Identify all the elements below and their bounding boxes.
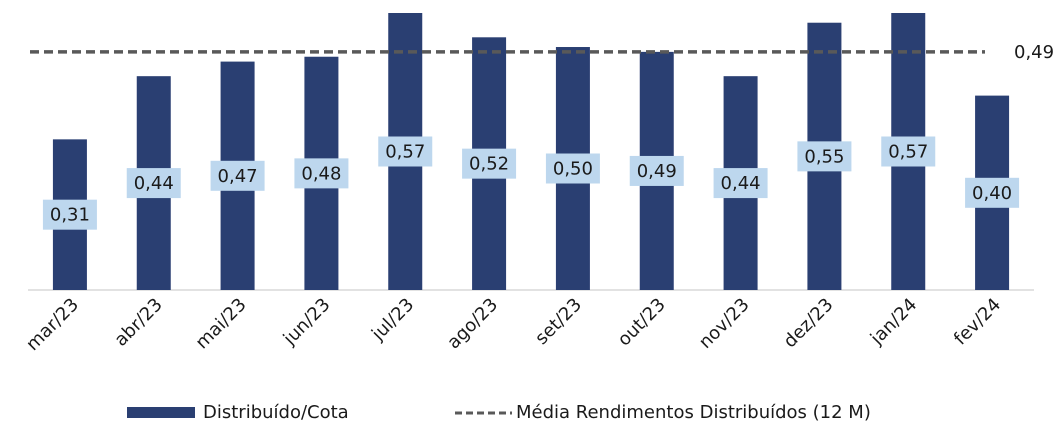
- legend-label: Distribuído/Cota: [203, 402, 349, 423]
- data-label-box: [294, 158, 349, 189]
- x-tick-label: mar/23: [22, 294, 83, 355]
- data-label: 0,47: [218, 166, 258, 187]
- data-label-box: [378, 136, 433, 167]
- x-tick-label: fev/24: [950, 294, 1005, 349]
- x-tick-label: jun/23: [279, 294, 335, 350]
- data-label: 0,50: [553, 159, 593, 180]
- data-label: 0,49: [637, 161, 677, 182]
- data-label-box: [126, 168, 181, 199]
- data-label-box: [545, 153, 600, 184]
- x-tick-label: ago/23: [443, 294, 502, 353]
- data-label-box: [965, 177, 1020, 208]
- data-label: 0,44: [134, 173, 174, 194]
- data-label-box: [629, 155, 684, 186]
- data-label-box: [210, 160, 265, 191]
- data-label-box: [881, 136, 936, 167]
- x-tick-label: dez/23: [780, 294, 838, 352]
- data-label: 0,40: [972, 183, 1012, 204]
- data-label-box: [462, 148, 517, 179]
- data-label: 0,44: [721, 173, 761, 194]
- data-label-box: [42, 199, 97, 230]
- data-label: 0,55: [804, 146, 844, 167]
- x-tick-label: nov/23: [695, 294, 754, 353]
- x-tick-label: out/23: [614, 294, 670, 350]
- data-label: 0,52: [469, 154, 509, 175]
- data-label: 0,48: [301, 163, 341, 184]
- data-label-box: [797, 141, 852, 172]
- average-label: 0,49: [1014, 42, 1054, 63]
- x-tick-label: mai/23: [192, 294, 251, 353]
- data-label: 0,57: [888, 142, 928, 163]
- data-label: 0,31: [50, 205, 90, 226]
- legend-swatch: [127, 407, 195, 418]
- x-tick-label: jul/23: [367, 294, 418, 345]
- data-label-box: [713, 168, 768, 199]
- x-tick-label: set/23: [531, 294, 586, 349]
- legend-label: Média Rendimentos Distribuídos (12 M): [516, 402, 871, 423]
- x-tick-label: abr/23: [110, 294, 166, 350]
- data-label: 0,57: [385, 142, 425, 163]
- x-tick-label: jan/24: [866, 294, 921, 349]
